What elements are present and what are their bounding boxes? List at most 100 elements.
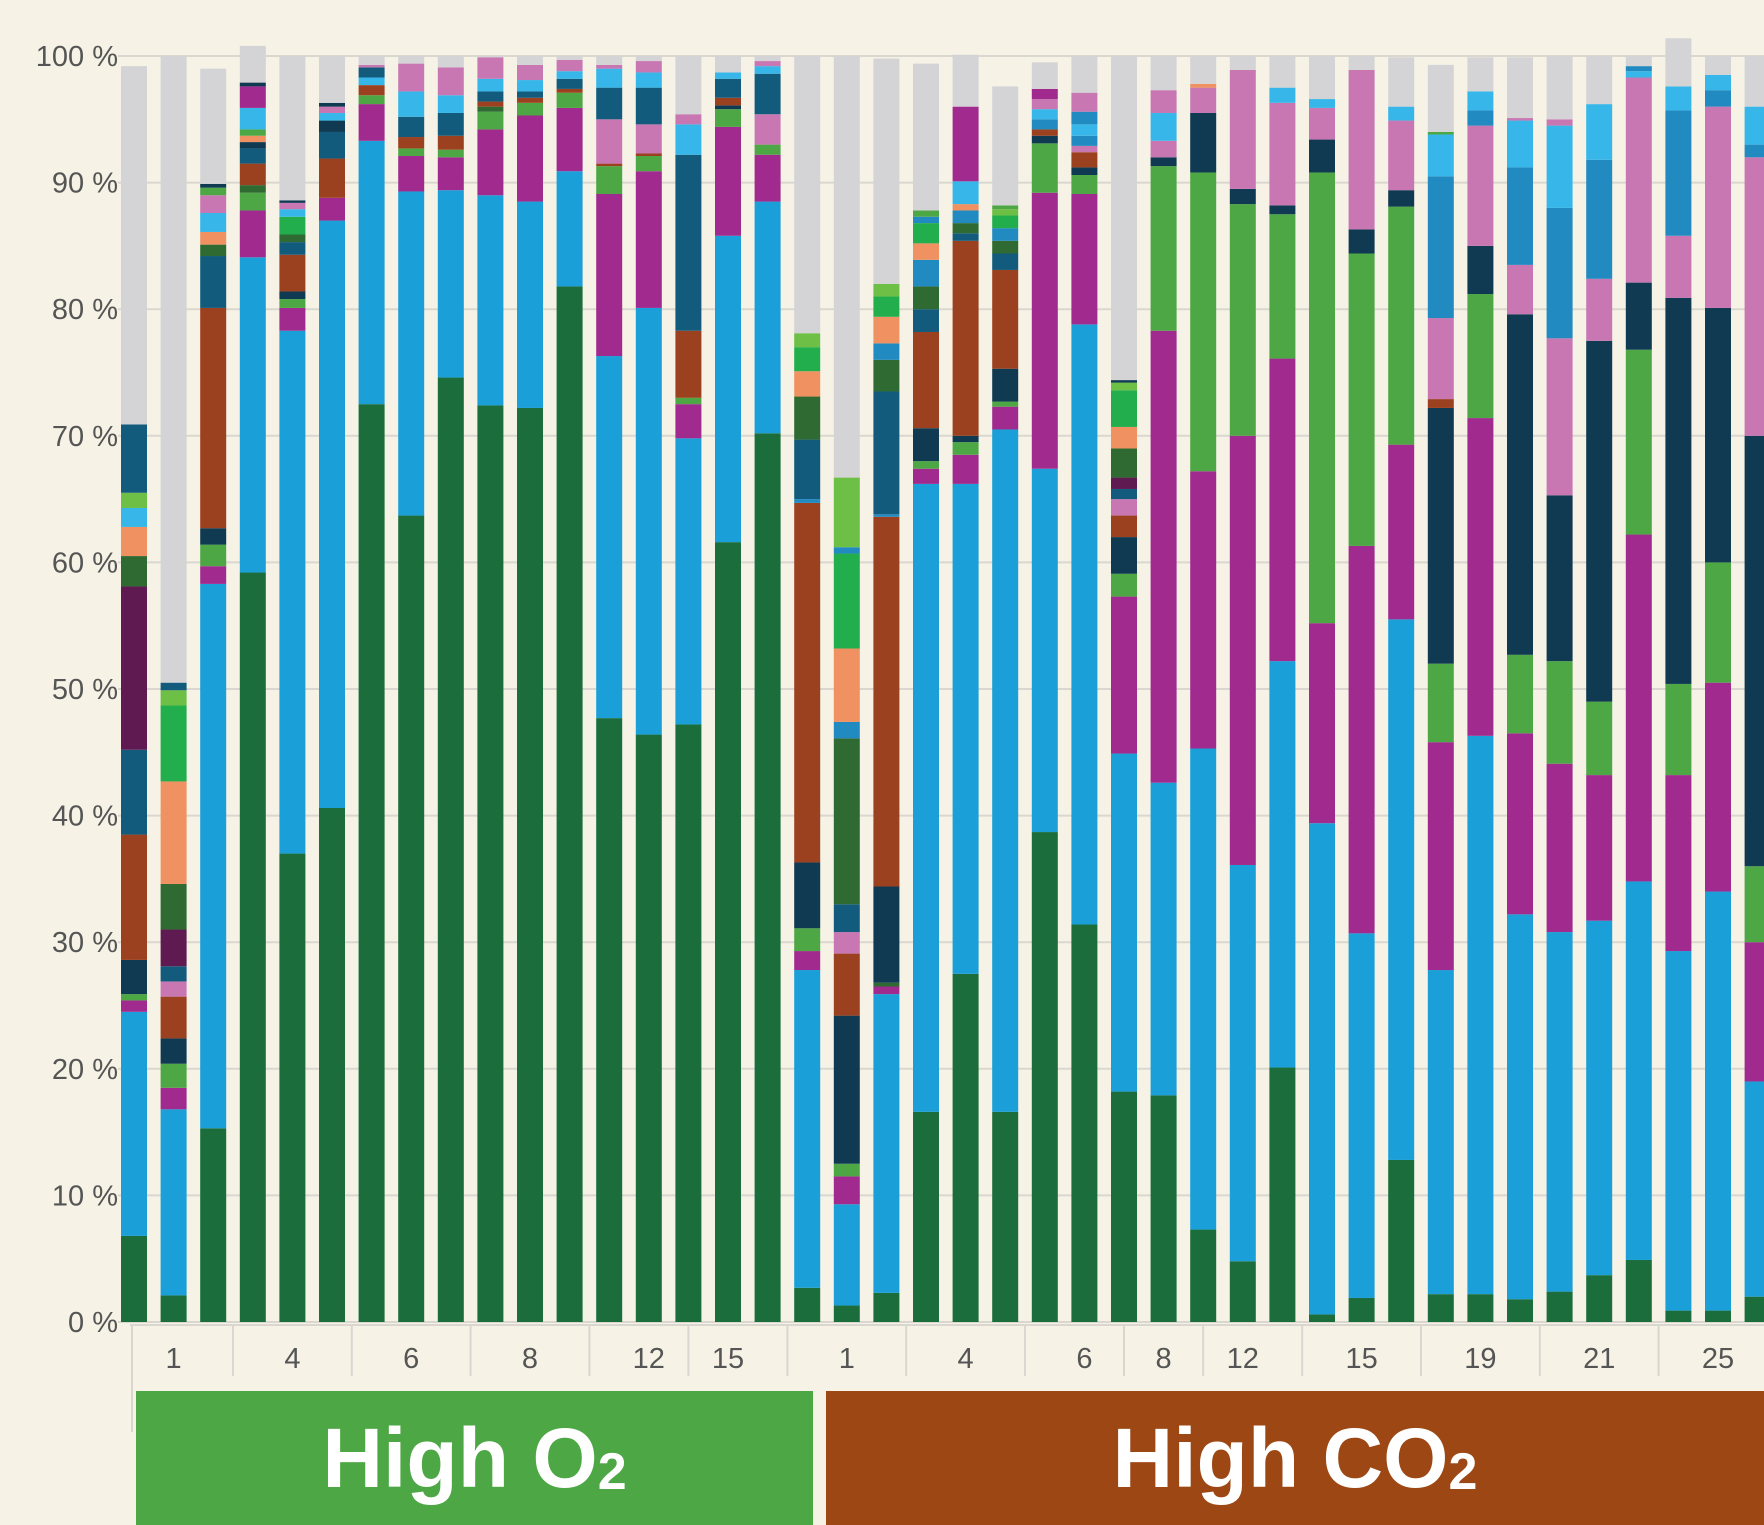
bar-segment-steel_blue — [873, 514, 900, 517]
bar-segment-orange — [239, 135, 266, 143]
bar-segment-green_dark — [437, 377, 464, 1323]
bar-segment-blue — [913, 483, 939, 1112]
bar-segment-sky — [715, 72, 741, 79]
bar-segment-light_green — [992, 401, 1019, 407]
y-tick-label: 70 % — [52, 421, 118, 453]
bar-segment-grey — [1348, 56, 1375, 70]
x-tick-label: 25 — [1702, 1343, 1734, 1375]
bar-segment-grey — [1625, 56, 1652, 67]
bar-segment-blue — [358, 140, 385, 405]
bar-segment-blue — [715, 235, 741, 543]
bar-segment-blue — [1190, 748, 1217, 1230]
bar-segment-pink — [1546, 119, 1573, 126]
bar-segment-pink — [635, 61, 662, 73]
bar-segment-sky — [121, 507, 147, 527]
bar-segment-pink — [437, 67, 464, 96]
bar-segment-magenta — [1705, 682, 1731, 892]
y-tick-label: 0 % — [68, 1307, 118, 1339]
bar-segment-green_dark — [239, 572, 266, 1322]
bar-segment-sky — [635, 72, 662, 88]
x-tick-label: 1 — [166, 1343, 182, 1375]
bar-segment-green_dark — [1111, 1091, 1137, 1322]
bar-segment-green_dark — [992, 1111, 1019, 1322]
group-label: High O — [322, 1410, 598, 1505]
bar-segment-light_green — [715, 109, 741, 127]
bar-segment-green_dark — [833, 1305, 860, 1322]
bar-segment-pink — [1229, 69, 1256, 189]
bar-segment-grey — [1586, 56, 1613, 105]
bar-segment-navy — [279, 200, 306, 203]
bar-segment-rust — [477, 101, 504, 107]
bar-segment-sky — [1665, 86, 1692, 111]
bar-segment-green_dark — [1031, 832, 1058, 1322]
bar-segment-light_green — [1427, 131, 1454, 135]
bar-8 — [398, 56, 425, 1322]
bar-segment-steel_blue — [1031, 119, 1058, 130]
bar-segment-navy — [1111, 537, 1137, 574]
bar-segment-forest — [1111, 448, 1137, 478]
bar-segment-orange — [833, 648, 860, 722]
bar-segment-grey — [279, 56, 306, 201]
bar-segment-magenta — [358, 104, 385, 141]
bar-segment-grey — [517, 56, 543, 65]
bar-27 — [1150, 56, 1177, 1322]
bar-segment-light_green — [1388, 206, 1415, 445]
bar-segment-orange — [913, 243, 939, 260]
bar-segment-magenta — [1427, 742, 1454, 971]
bar-segment-magenta — [1625, 534, 1652, 882]
bar-segment-sky — [437, 95, 464, 113]
bar-segment-green_dark — [873, 1292, 900, 1322]
bar-segment-orange — [952, 204, 979, 211]
bar-segment-teal_blue — [1111, 488, 1137, 500]
bar-segment-pink — [1744, 157, 1764, 436]
x-axis: 1 4 6 8 12 15 1 4 6 8 12 15 19 21 25 — [130, 1324, 1764, 1432]
bar-segment-pink — [754, 114, 781, 145]
x-tick-label: 6 — [403, 1343, 419, 1375]
bar-segment-light_green — [1150, 166, 1177, 331]
bar-segment-magenta — [1309, 623, 1335, 824]
bar-segment-orange — [121, 526, 147, 557]
bar-segment-green_dark — [160, 1295, 187, 1322]
bar-segment-light_green — [1507, 654, 1533, 734]
bar-segment-pink — [1586, 278, 1613, 341]
bar-segment-teal_blue — [675, 154, 702, 331]
bar-segment-green_dark — [596, 718, 623, 1322]
bar-segment-light_green — [992, 205, 1019, 210]
bar-segment-navy — [1150, 157, 1177, 167]
bar-segment-magenta — [239, 86, 266, 108]
bar-segment-navy — [1427, 407, 1454, 664]
bar-segment-teal_blue — [358, 67, 385, 78]
bar-segment-light_green — [754, 144, 781, 155]
bar-29 — [1229, 56, 1256, 1322]
bar-41 — [1705, 56, 1731, 1322]
bar-segment-pink — [1507, 264, 1533, 315]
bar-segment-green_dark — [794, 1287, 821, 1322]
bar-segment-pink — [1388, 120, 1415, 191]
bar-segment-blue — [1031, 468, 1058, 833]
bar-segment-pink — [1190, 87, 1217, 113]
bar-segment-blue — [675, 438, 702, 725]
bar-segment-pink — [635, 124, 662, 154]
bar-segment-light_green — [1665, 683, 1692, 776]
bar-segment-navy — [1229, 188, 1256, 205]
bar-segment-teal_blue — [794, 439, 821, 500]
bar-segment-magenta — [517, 115, 543, 202]
bar-segment-green_dark — [1229, 1261, 1256, 1322]
bar-segment-teal_blue — [160, 966, 187, 982]
bar-segment-magenta — [1665, 775, 1692, 952]
bar-segment-bright_green — [279, 216, 306, 235]
bar-segment-steel_blue — [1586, 159, 1613, 279]
bar-segment-sky — [239, 107, 266, 130]
bar-segment-rust — [319, 158, 345, 198]
bar-segment-navy — [200, 183, 227, 188]
bar-34 — [1427, 64, 1454, 1322]
bar-segment-sky — [1427, 134, 1454, 177]
bar-17 — [754, 56, 781, 1322]
bar-segment-rust — [596, 163, 623, 167]
bar-segment-blue — [200, 583, 227, 1129]
bar-segment-lime — [121, 492, 147, 508]
bar-segment-blue — [873, 994, 900, 1293]
bar-segment-magenta — [239, 210, 266, 258]
bar-segment-forest — [833, 738, 860, 905]
bar-segment-grey — [1467, 57, 1494, 92]
